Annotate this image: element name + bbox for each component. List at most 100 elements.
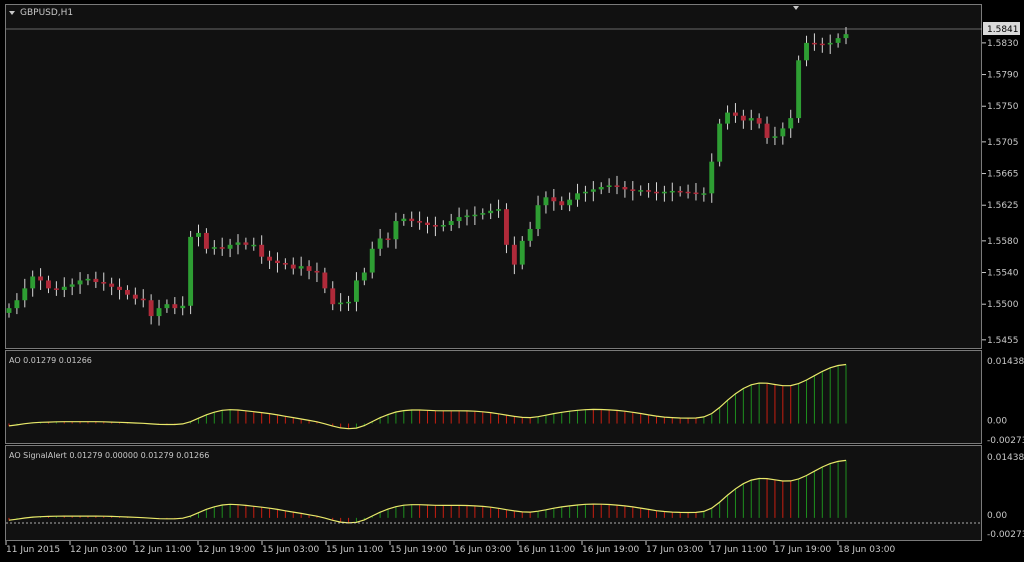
candle-body xyxy=(733,112,738,116)
symbol-title: GBPUSD,H1 xyxy=(20,8,73,18)
candle-body xyxy=(504,209,509,245)
signal-tick-label: -0.00273 xyxy=(987,530,1024,540)
time-tick-label: 15 Jun 03:00 xyxy=(262,545,319,555)
candle-body xyxy=(764,123,770,138)
candle-body xyxy=(211,247,217,249)
ao-signal-axis-labels: 0.01438 0.00 -0.00273 xyxy=(987,453,1024,540)
candle-body xyxy=(385,238,391,240)
candle-body xyxy=(314,270,320,273)
ao-signal-pane[interactable] xyxy=(5,445,982,541)
candle-body xyxy=(551,197,557,202)
current-price-label: 1.5841 xyxy=(983,22,1020,35)
candle-body xyxy=(456,217,462,222)
time-tick-label: 12 Jun 19:00 xyxy=(198,545,255,555)
candle-body xyxy=(322,272,328,289)
candle-body xyxy=(306,266,312,271)
time-axis-bg[interactable] xyxy=(0,541,1024,558)
candle-body xyxy=(496,209,502,211)
price-pane[interactable] xyxy=(5,4,982,349)
price-tick-label: 1.5750 xyxy=(987,102,1019,112)
candle-body xyxy=(330,288,336,305)
candle-body xyxy=(432,225,438,227)
ao-axis-bg[interactable] xyxy=(982,350,1024,444)
candle-body xyxy=(535,205,541,229)
time-tick-label: 12 Jun 11:00 xyxy=(134,545,191,555)
candle-body xyxy=(804,42,809,61)
candle-body xyxy=(132,294,138,299)
candle-body xyxy=(401,218,407,222)
signal-tick-label: 0.00 xyxy=(987,511,1007,521)
candle-body xyxy=(606,185,612,187)
candle-body xyxy=(298,266,304,269)
candle-body xyxy=(811,42,817,45)
candle-body xyxy=(156,308,162,317)
time-tick-label: 11 Jun 2015 xyxy=(6,545,60,555)
candle-body xyxy=(519,240,525,265)
candle-body xyxy=(235,242,241,245)
candle-body xyxy=(654,191,659,194)
candle-body xyxy=(30,276,36,289)
candle-body xyxy=(243,242,249,245)
period-marker-icon xyxy=(793,6,799,10)
candle-body xyxy=(780,128,786,137)
candle-body xyxy=(448,221,454,226)
candle-body xyxy=(614,185,620,187)
candle-body xyxy=(567,199,573,206)
candle-body xyxy=(46,280,51,289)
candle-body xyxy=(196,232,201,237)
candle-body xyxy=(180,305,186,309)
candle-body xyxy=(101,282,107,284)
candle-body xyxy=(685,191,691,194)
candle-body xyxy=(219,247,225,249)
candle-body xyxy=(464,215,470,218)
candle-body xyxy=(756,118,762,124)
candle-body xyxy=(93,278,99,283)
candle-body xyxy=(543,197,549,206)
candle-body xyxy=(61,286,67,290)
candle-body xyxy=(172,304,178,309)
candle-body xyxy=(819,43,825,46)
ao-signal-axis-bg[interactable] xyxy=(982,445,1024,541)
candle-body xyxy=(646,190,652,192)
price-axis-bg[interactable] xyxy=(982,4,1024,349)
price-tick-label: 1.5665 xyxy=(987,170,1019,180)
candle-body xyxy=(164,304,170,309)
candle-body xyxy=(527,228,533,241)
ao-tick-label: 0.00 xyxy=(987,417,1007,427)
time-tick-label: 16 Jun 03:00 xyxy=(454,545,511,555)
candle-body xyxy=(638,190,644,192)
time-tick-label: 15 Jun 19:00 xyxy=(390,545,447,555)
candle-body xyxy=(488,210,494,214)
candle-body xyxy=(353,280,359,302)
time-tick-label: 18 Jun 03:00 xyxy=(838,545,895,555)
candle-body xyxy=(203,232,209,249)
ao-pane[interactable] xyxy=(5,350,982,444)
candle-body xyxy=(22,288,28,301)
price-tick-label: 1.5790 xyxy=(987,71,1019,81)
candle-body xyxy=(369,248,375,273)
candle-body xyxy=(511,244,517,265)
candle-body xyxy=(425,222,430,226)
candle-body xyxy=(717,123,723,162)
ao-tick-label: 0.01438 xyxy=(987,357,1024,367)
symbol-header[interactable]: GBPUSD,H1 xyxy=(9,8,73,18)
candle-body xyxy=(440,225,446,227)
signal-tick-label: 0.01438 xyxy=(987,453,1024,463)
candle-body xyxy=(827,42,833,45)
collapse-triangle-icon[interactable] xyxy=(9,11,15,15)
time-tick-label: 17 Jun 19:00 xyxy=(774,545,831,555)
candle-body xyxy=(109,283,115,287)
candle-body xyxy=(290,264,296,269)
candle-body xyxy=(227,244,233,249)
candle-body xyxy=(630,189,636,191)
candle-body xyxy=(140,298,146,301)
time-tick-label: 16 Jun 19:00 xyxy=(582,545,639,555)
price-tick-label: 1.5540 xyxy=(987,269,1019,279)
candle-body xyxy=(693,192,699,195)
price-tick-label: 1.5625 xyxy=(987,201,1019,211)
candle-body xyxy=(409,218,415,222)
candle-body xyxy=(582,191,588,194)
candle-body xyxy=(701,193,707,195)
